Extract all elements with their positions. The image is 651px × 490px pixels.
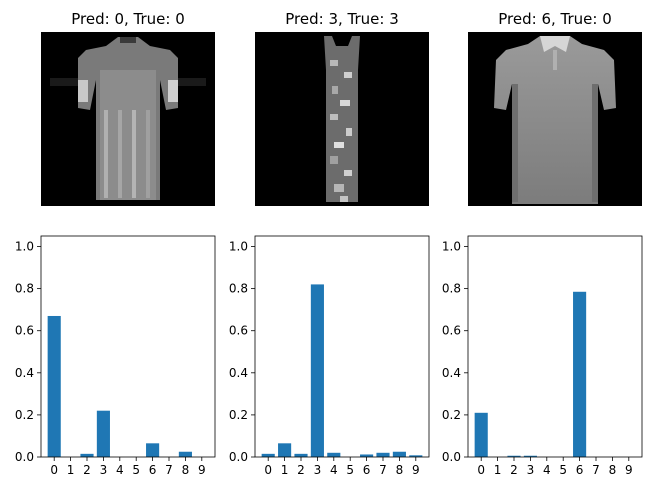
x-tick-label: 1 (281, 463, 289, 477)
x-tick-label: 7 (379, 463, 387, 477)
x-tick-label: 4 (330, 463, 338, 477)
x-tick-label: 3 (314, 463, 322, 477)
bar (261, 453, 275, 457)
bar-chart-2: 0 1 2 3 4 5 6 7 8 9 0.0 0.2 0.4 0.6 0.8 1.0 (229, 235, 430, 477)
tshirt-image (50, 37, 206, 200)
x-tick-label: 5 (559, 463, 567, 477)
y-tick-label: 0.8 (229, 282, 248, 296)
bar (409, 455, 423, 457)
bar (80, 453, 94, 457)
x-tick-label: 0 (264, 463, 272, 477)
image-title-3: Pred: 6, True: 0 (498, 10, 612, 28)
x-tick-label: 9 (198, 463, 206, 477)
bar (278, 443, 292, 457)
bar (392, 451, 406, 457)
image-title-1: Pred: 0, True: 0 (71, 10, 185, 28)
x-tick-label: 8 (609, 463, 617, 477)
x-tick-label: 9 (412, 463, 420, 477)
y-tick-label: 0.0 (442, 450, 461, 464)
bar-chart-3: 0 1 2 3 4 5 6 7 8 9 0.0 0.2 0.4 0.6 0.8 1.0 (442, 235, 643, 477)
x-tick-label: 0 (50, 463, 58, 477)
x-tick-label: 4 (543, 463, 551, 477)
x-tick-label: 2 (83, 463, 91, 477)
bar (294, 453, 308, 457)
bar-panels: 0 1 2 3 4 5 6 7 8 90.00.20.40.60.81.00 1 2 3 4 5 6 7 8 90.… (15, 235, 643, 477)
y-tick-label: 0.4 (229, 366, 248, 380)
axes-frame (254, 235, 430, 458)
image-title-2: Pred: 3, True: 3 (285, 10, 399, 28)
x-tick-label: 6 (149, 463, 157, 477)
y-tick-label: 1.0 (442, 240, 461, 254)
dress-image (324, 36, 360, 202)
x-tick-label: 7 (165, 463, 173, 477)
bar (474, 412, 488, 457)
y-tick-label: 0.4 (442, 366, 461, 380)
y-tick-label: 0.2 (229, 408, 248, 422)
y-tick-label: 0.2 (15, 408, 34, 422)
bar (376, 452, 390, 457)
bar (327, 452, 341, 457)
bar (507, 455, 521, 457)
x-tick-label: 3 (100, 463, 108, 477)
y-tick-label: 0.8 (15, 282, 34, 296)
y-tick-label: 0.0 (15, 450, 34, 464)
y-tick-label: 0.6 (442, 324, 461, 338)
x-tick-label: 6 (576, 463, 584, 477)
image-panel-1 (41, 32, 215, 206)
shirt-image (494, 36, 616, 204)
bar (178, 451, 192, 457)
bar (310, 284, 324, 457)
x-tick-label: 1 (67, 463, 75, 477)
x-tick-label: 3 (527, 463, 535, 477)
image-panel-3 (468, 32, 642, 206)
bar (47, 315, 61, 457)
x-tick-label: 8 (396, 463, 404, 477)
x-tick-label: 9 (625, 463, 633, 477)
x-tick-label: 7 (592, 463, 600, 477)
y-tick-label: 0.8 (442, 282, 461, 296)
y-tick-label: 0.2 (442, 408, 461, 422)
bar-chart-1: 0 1 2 3 4 5 6 7 8 9 0.0 0.2 0.4 0.6 0.8 1.0 (15, 235, 216, 477)
x-tick-label: 6 (363, 463, 371, 477)
y-tick-label: 1.0 (15, 240, 34, 254)
bar (523, 455, 537, 457)
x-tick-label: 2 (510, 463, 518, 477)
x-tick-label: 5 (132, 463, 140, 477)
axes-frame (40, 235, 216, 458)
x-tick-label: 8 (182, 463, 190, 477)
y-tick-label: 0.4 (15, 366, 34, 380)
x-tick-label: 1 (494, 463, 502, 477)
bar (573, 291, 587, 457)
x-tick-label: 5 (346, 463, 354, 477)
y-tick-label: 0.6 (229, 324, 248, 338)
y-tick-label: 1.0 (229, 240, 248, 254)
x-tick-label: 4 (116, 463, 124, 477)
bar (360, 454, 374, 457)
y-tick-label: 0.0 (229, 450, 248, 464)
bar (146, 443, 160, 457)
axes-frame (467, 235, 643, 458)
x-tick-label: 0 (477, 463, 485, 477)
image-panel-2 (255, 32, 429, 206)
y-tick-label: 0.6 (15, 324, 34, 338)
bar (96, 410, 110, 457)
x-tick-label: 2 (297, 463, 305, 477)
